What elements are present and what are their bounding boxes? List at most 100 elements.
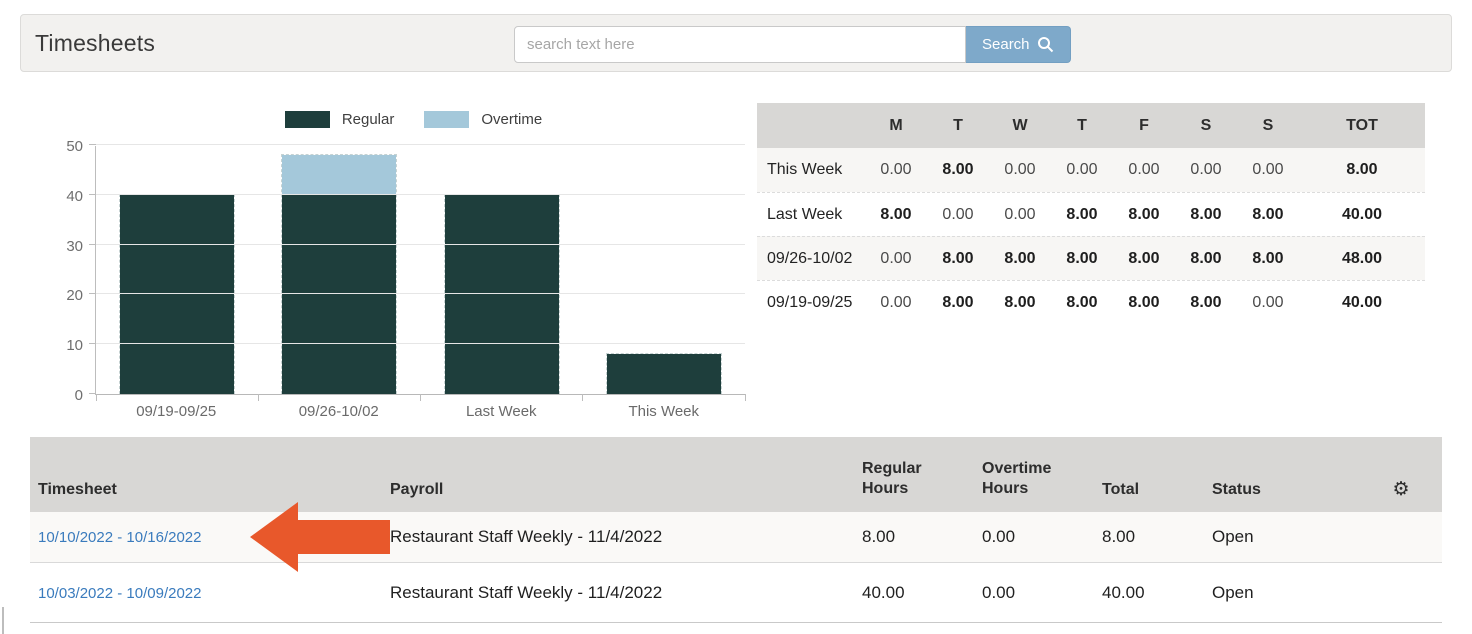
page-title: Timesheets [35, 30, 156, 56]
weekly-summary-column-header: S [1200, 116, 1212, 134]
hours-value: 0.00 [880, 161, 912, 178]
weekly-summary-column-header: M [889, 116, 903, 134]
weekly-summary-table: M T W T F S S TOT This Week 0.00 8.00 0.00 0.00 0.00… [757, 103, 1425, 324]
gridline [96, 144, 745, 145]
weekly-summary-column-header: W [1012, 116, 1028, 134]
hours-value: 0.00 [880, 249, 912, 267]
legend-swatch-regular [284, 110, 330, 128]
bar-slot [421, 146, 583, 394]
hours-value: 40.00 [1341, 205, 1383, 223]
column-header-overtime-hours: Overtime Hours [982, 460, 1052, 497]
table-row: 10/10/2022 - 10/16/2022 Restaurant Staff … [30, 512, 1442, 562]
hours-value: 8.00 [1252, 205, 1284, 223]
y-tick-mark [89, 393, 96, 394]
timesheet-period-cell: 10/10/2022 - 10/16/2022 [38, 527, 390, 547]
y-tick-label: 20 [66, 287, 83, 305]
hours-value: 0.00 [1004, 161, 1036, 178]
hours-value: 8.00 [1004, 249, 1036, 267]
bar-09-19-09-25 [119, 193, 236, 394]
hours-value: 0.00 [1128, 161, 1160, 178]
gridline [96, 293, 745, 295]
search-bar: Search [514, 26, 1071, 63]
x-category-label: This Week [628, 403, 700, 420]
week-row-label: 09/26-10/02 [767, 249, 853, 267]
hours-value: 0.00 [1252, 293, 1284, 311]
gridline [96, 193, 745, 195]
week-row-label: Last Week [767, 205, 843, 223]
hours-value: 8.00 [1252, 249, 1284, 267]
search-button-label: Search [982, 36, 1030, 53]
weekly-summary-column-header: S [1262, 116, 1274, 134]
table-row: 10/03/2022 - 10/09/2022 Restaurant Staff … [30, 562, 1442, 622]
total-cell: 8.00 [1102, 527, 1136, 546]
bar-segment-regular [282, 194, 397, 394]
regular-hours-cell: 40.00 [862, 582, 905, 602]
search-icon [1037, 37, 1053, 53]
hours-value: 0.00 [1190, 161, 1222, 178]
timesheet-period-cell: 10/03/2022 - 10/09/2022 [38, 583, 390, 603]
column-header-payroll: Payroll [390, 481, 444, 498]
x-category-label: 09/26-10/02 [298, 403, 379, 420]
annotation-arrow-icon [250, 502, 390, 572]
bar-09-26-10-02 [281, 153, 398, 394]
panel-edge [2, 607, 4, 634]
page-header: Timesheets Search [20, 14, 1452, 72]
legend-label-regular: Regular [341, 110, 395, 128]
y-tick-mark [89, 144, 96, 145]
hours-value: 8.00 [1004, 293, 1036, 311]
timesheet-period-link[interactable]: 10/10/2022 - 10/16/2022 [38, 529, 202, 546]
hours-value: 8.00 [1128, 205, 1160, 223]
bar-this-week [605, 353, 722, 394]
table-row: 09/26-10/02 0.00 8.00 8.00 8.00 8.00 8.00 8.00 4… [757, 236, 1425, 280]
timesheet-table: Timesheet Payroll Regular Hours Overtime… [30, 437, 1442, 623]
gridline [96, 243, 745, 245]
hours-value: 40.00 [1341, 293, 1383, 311]
x-category-label: 09/19-09/25 [136, 403, 217, 420]
bar-slot [583, 146, 745, 394]
chart-legend: Regular Overtime [95, 106, 750, 132]
legend-swatch-overtime [424, 110, 470, 128]
hours-value: 8.00 [1128, 249, 1160, 267]
hours-value: 0.00 [942, 205, 974, 223]
week-row-label: This Week [767, 161, 843, 178]
y-tick-mark [89, 293, 96, 295]
y-tick-label: 50 [66, 138, 83, 155]
legend-label-overtime: Overtime [481, 110, 543, 128]
payroll-cell: Restaurant Staff Weekly - 11/4/2022 [390, 527, 663, 546]
column-header-total: Total [1102, 481, 1140, 498]
week-row-label: 09/19-09/25 [767, 293, 853, 311]
x-tick-mark [420, 394, 421, 401]
hours-value: 48.00 [1341, 249, 1383, 267]
hours-value: 8.00 [1190, 249, 1222, 267]
hours-value: 8.00 [1190, 205, 1222, 223]
bar-segment-regular [606, 354, 721, 394]
chart-y-axis: 0 10 20 30 40 50 [40, 138, 95, 404]
gear-icon[interactable]: ⚙ [1392, 479, 1410, 500]
table-row: Last Week 8.00 0.00 0.00 8.00 8.00 8.00 8.00 40.… [757, 192, 1425, 236]
y-tick-label: 40 [66, 187, 83, 205]
hours-value: 8.00 [880, 205, 912, 223]
hours-value: 0.00 [1252, 161, 1284, 178]
hours-value: 8.00 [1066, 249, 1098, 267]
chart-plot-area [89, 144, 746, 401]
chart-x-axis: 09/19-09/25 09/26-10/02 Last Week This Week [95, 403, 745, 420]
y-tick-label: 30 [66, 237, 83, 255]
hours-value: 8.00 [1190, 293, 1222, 311]
overtime-hours-cell: 0.00 [982, 527, 1016, 546]
timesheet-period-link[interactable]: 10/03/2022 - 10/09/2022 [38, 584, 202, 602]
search-input[interactable] [514, 26, 966, 63]
hours-value: 8.00 [1128, 293, 1160, 311]
table-row: This Week 0.00 8.00 0.00 0.00 0.00 0.00 0.00 8.0… [757, 148, 1425, 192]
status-cell: Open [1212, 582, 1254, 602]
weekly-summary-column-header: TOT [1346, 116, 1378, 134]
bar-segment-regular [444, 194, 559, 394]
weekly-summary-column-header: T [953, 116, 963, 134]
search-button[interactable]: Search [966, 26, 1071, 63]
bar-slot [258, 146, 420, 394]
hours-value: 8.00 [942, 293, 974, 311]
hours-value: 8.00 [942, 249, 974, 267]
payroll-cell: Restaurant Staff Weekly - 11/4/2022 [390, 582, 663, 602]
bar-segment-overtime [282, 154, 397, 195]
column-header-timesheet: Timesheet [38, 481, 117, 498]
table-bottom-divider [30, 622, 1442, 623]
